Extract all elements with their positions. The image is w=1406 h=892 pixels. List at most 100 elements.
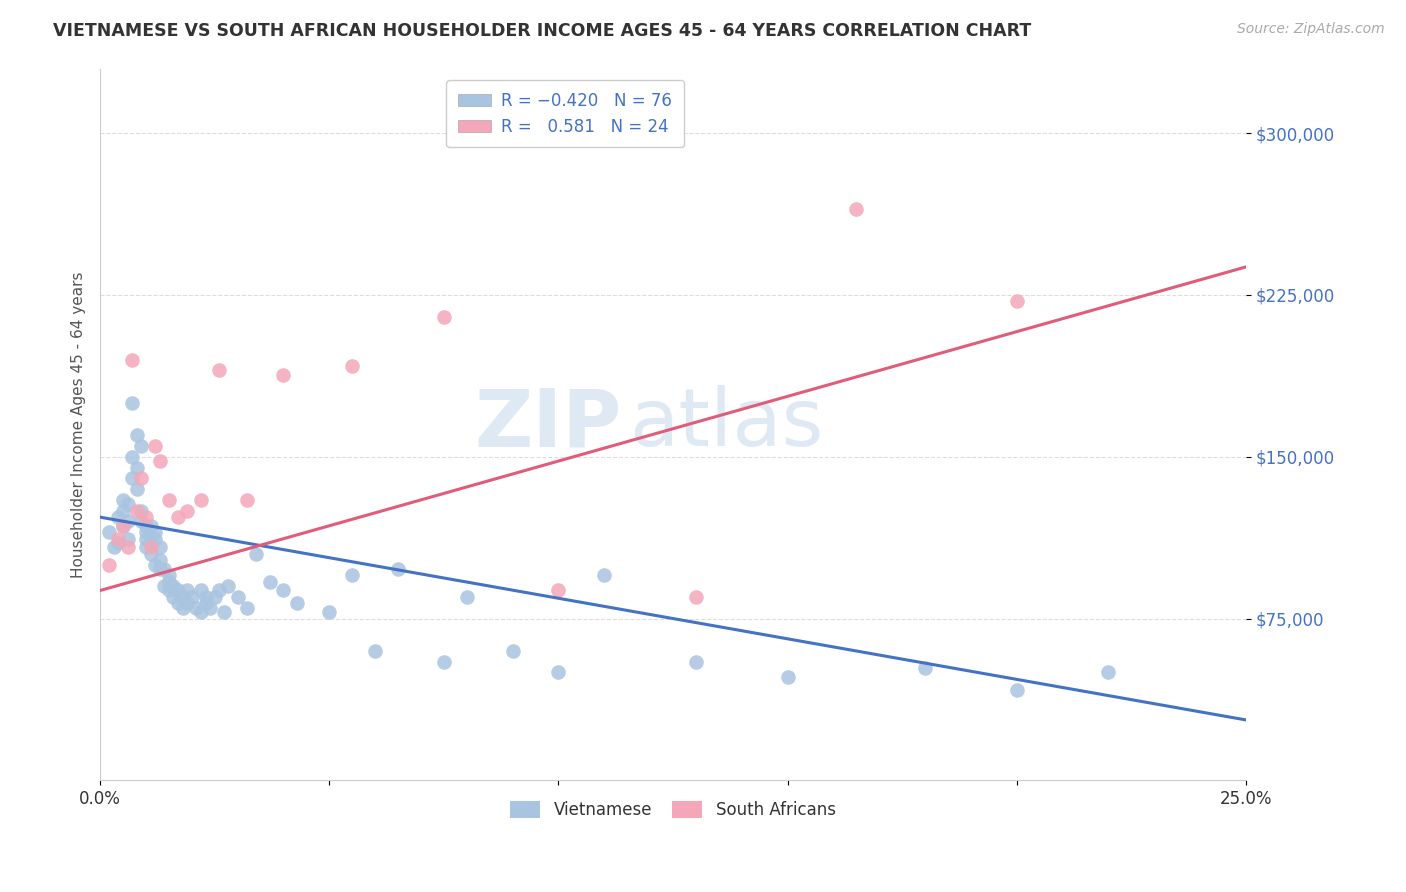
Point [121,396,143,410]
Point [685,590,707,604]
Point [167,510,190,524]
Y-axis label: Householder Income Ages 45 - 64 years: Householder Income Ages 45 - 64 years [72,271,86,578]
Point [914,661,936,675]
Point [125,460,148,475]
Point [107,536,129,550]
Point [285,596,308,610]
Point [112,492,135,507]
Point [190,605,212,619]
Point [121,471,143,485]
Point [387,562,409,576]
Point [107,532,129,546]
Point [149,541,172,555]
Point [593,568,616,582]
Point [502,644,524,658]
Point [149,562,172,576]
Point [176,583,198,598]
Point [162,590,184,604]
Text: Source: ZipAtlas.com: Source: ZipAtlas.com [1237,22,1385,37]
Point [433,655,456,669]
Point [456,590,478,604]
Point [236,600,259,615]
Point [143,558,166,572]
Point [685,655,707,669]
Point [112,518,135,533]
Point [157,568,180,582]
Point [190,492,212,507]
Point [208,583,231,598]
Point [273,583,295,598]
Point [776,670,799,684]
Point [131,515,153,529]
Text: VIETNAMESE VS SOUTH AFRICAN HOUSEHOLDER INCOME AGES 45 - 64 YEARS CORRELATION CH: VIETNAMESE VS SOUTH AFRICAN HOUSEHOLDER … [53,22,1032,40]
Point [153,562,176,576]
Point [162,579,184,593]
Point [364,644,387,658]
Point [198,600,221,615]
Point [117,497,139,511]
Point [103,541,125,555]
Point [1005,682,1028,697]
Point [172,590,194,604]
Point [204,590,226,604]
Text: ZIP: ZIP [474,385,621,464]
Point [547,583,569,598]
Point [226,590,249,604]
Point [135,525,157,540]
Point [340,568,363,582]
Point [131,504,153,518]
Point [112,504,135,518]
Point [172,600,194,615]
Point [112,518,135,533]
Point [340,359,363,374]
Point [212,605,235,619]
Point [194,590,217,604]
Point [143,439,166,453]
Point [135,510,157,524]
Point [121,450,143,464]
Point [186,600,208,615]
Point [180,590,202,604]
Point [547,665,569,680]
Point [125,428,148,442]
Point [176,504,198,518]
Point [131,471,153,485]
Point [149,454,172,468]
Point [433,310,456,324]
Point [139,518,162,533]
Point [107,510,129,524]
Point [194,596,217,610]
Point [1097,665,1119,680]
Point [143,532,166,546]
Point [245,547,267,561]
Point [135,518,157,533]
Point [208,363,231,377]
Point [259,574,281,589]
Text: atlas: atlas [630,385,824,464]
Point [98,558,121,572]
Point [131,439,153,453]
Point [167,583,190,598]
Point [117,515,139,529]
Point [149,553,172,567]
Point [139,541,162,555]
Point [1005,294,1028,309]
Point [98,525,121,540]
Point [845,202,868,216]
Point [318,605,340,619]
Point [125,482,148,496]
Point [157,574,180,589]
Point [157,583,180,598]
Point [117,532,139,546]
Point [143,525,166,540]
Point [190,583,212,598]
Point [135,541,157,555]
Point [236,492,259,507]
Point [273,368,295,382]
Point [176,596,198,610]
Point [121,352,143,367]
Point [117,541,139,555]
Point [217,579,239,593]
Point [167,596,190,610]
Point [135,532,157,546]
